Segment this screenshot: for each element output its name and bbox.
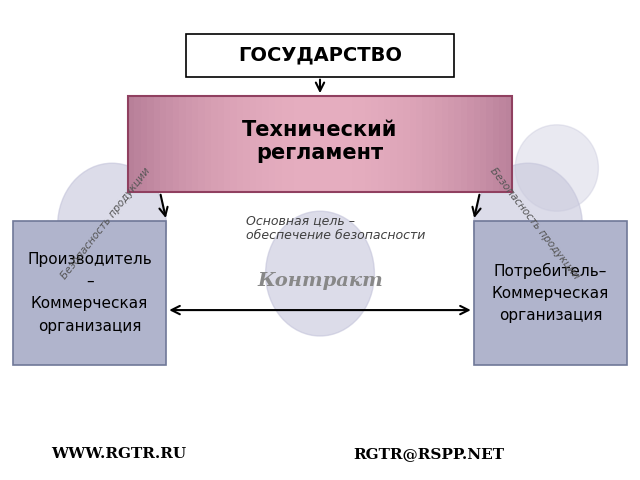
Bar [429,96,436,192]
Bar [403,96,411,192]
Text: Контракт: Контракт [257,272,383,290]
FancyBboxPatch shape [186,34,454,77]
Bar [416,96,424,192]
Bar [474,96,481,192]
Bar [301,96,308,192]
Bar [467,96,475,192]
Bar [499,96,507,192]
Bar [275,96,283,192]
Bar [454,96,462,192]
Ellipse shape [266,211,374,336]
Bar [269,96,276,192]
Bar [282,96,289,192]
Text: Технический
регламент: Технический регламент [243,120,397,163]
Bar [198,96,206,192]
Bar [186,96,193,192]
Bar [211,96,219,192]
Bar [486,96,494,192]
Bar [410,96,417,192]
Bar [397,96,404,192]
Bar [154,96,161,192]
Bar [352,96,360,192]
Bar [237,96,244,192]
Bar [480,96,488,192]
Bar [333,96,340,192]
Bar [250,96,257,192]
Bar [262,96,270,192]
Bar [461,96,468,192]
Bar [442,96,449,192]
Bar [224,96,232,192]
FancyBboxPatch shape [13,221,166,365]
Text: Безопасность продукции: Безопасность продукции [59,166,152,281]
Bar [294,96,302,192]
Bar [256,96,264,192]
Bar [134,96,142,192]
Bar [378,96,385,192]
Bar [422,96,430,192]
Bar [320,96,328,192]
Bar [506,96,513,192]
Bar [179,96,187,192]
Bar [166,96,174,192]
Bar [358,96,366,192]
FancyBboxPatch shape [474,221,627,365]
Bar [141,96,148,192]
Bar [218,96,225,192]
Text: Потребитель–
Коммерческая
организация: Потребитель– Коммерческая организация [492,263,609,323]
Ellipse shape [474,163,582,288]
Bar [243,96,251,192]
Bar [371,96,379,192]
Bar [205,96,212,192]
Bar [326,96,334,192]
Bar [192,96,200,192]
Text: Безопасность продукции: Безопасность продукции [488,166,581,281]
Bar [493,96,500,192]
Bar [230,96,238,192]
Bar [173,96,180,192]
Bar [365,96,372,192]
Text: Производитель
–
Коммерческая
организация: Производитель – Коммерческая организация [28,252,152,334]
Bar [307,96,315,192]
Bar [339,96,347,192]
Text: ГОСУДАРСТВО: ГОСУДАРСТВО [238,46,402,65]
Bar [384,96,392,192]
Text: RGTR@RSPP.NET: RGTR@RSPP.NET [353,446,504,461]
Bar [314,96,321,192]
Bar [160,96,168,192]
Bar [346,96,353,192]
Bar [448,96,456,192]
Bar [435,96,443,192]
Ellipse shape [515,125,598,211]
Bar [128,96,136,192]
Bar [147,96,155,192]
Ellipse shape [58,163,166,288]
Text: Основная цель –
обеспечение безопасности: Основная цель – обеспечение безопасности [246,214,426,242]
Bar [390,96,398,192]
Bar [288,96,296,192]
Text: WWW.RGTR.RU: WWW.RGTR.RU [51,446,186,461]
